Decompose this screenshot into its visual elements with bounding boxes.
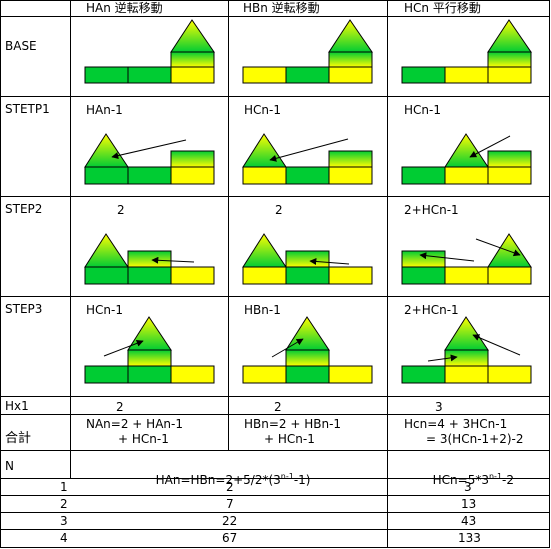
- base-col-b: [242, 19, 373, 84]
- header-col-c: HCn 平行移動: [404, 1, 481, 15]
- values-c-4: 133: [458, 531, 481, 545]
- total-a-line1: NAn=2 + HAn-1: [86, 417, 183, 431]
- total-b-line2: + HCn-1: [264, 432, 315, 446]
- step3-col-c: [401, 316, 532, 384]
- values-n-2: 2: [60, 497, 68, 511]
- values-n-3: 3: [60, 514, 68, 528]
- row-label-step1: STETP1: [5, 102, 50, 116]
- total-b-line1: HBn=2 + HBn-1: [244, 417, 342, 431]
- values-n-4: 4: [60, 531, 68, 545]
- values-c-3: 43: [461, 514, 477, 528]
- step3-col-b: [242, 316, 373, 384]
- formula-ab-prefix: HAn=HBn=2+5/2*(3: [155, 473, 281, 487]
- step2-note-c: 2+HCn-1: [404, 203, 459, 217]
- step2-col-a: [84, 233, 215, 285]
- hx1-value-c: 3: [435, 400, 443, 414]
- step1-col-c: [401, 133, 532, 185]
- header-col-b: HBn 逆転移動: [243, 1, 320, 15]
- formula-c-prefix: HCn=5*3: [432, 473, 489, 487]
- row-label-step2: STEP2: [5, 202, 43, 216]
- total-a-line2: + HCn-1: [118, 432, 169, 446]
- row-label-n: N: [5, 459, 14, 473]
- step2-col-c: [401, 233, 532, 285]
- step1-col-a: [84, 133, 215, 185]
- step1-note-a: HAn-1: [86, 103, 123, 117]
- step1-note-b: HCn-1: [244, 103, 281, 117]
- step3-note-b: HBn-1: [244, 303, 281, 317]
- values-ab-3: 22: [222, 514, 238, 528]
- base-col-a: [84, 19, 215, 84]
- formula-ab-suffix: -1): [293, 473, 311, 487]
- values-ab-1: 2: [226, 480, 234, 494]
- hx1-value-a: 2: [116, 400, 124, 414]
- hx1-value-b: 2: [274, 400, 282, 414]
- total-c-line2: = 3(HCn-1+2)-2: [426, 432, 524, 446]
- step2-note-a: 2: [117, 203, 125, 217]
- formula-c: HCn=5*3n-1-2: [425, 459, 514, 489]
- base-col-c: [401, 19, 532, 84]
- total-c-line1: Hcn=4 + 3HCn-1: [404, 417, 508, 431]
- formula-c-exponent: n-1: [488, 472, 503, 481]
- header-col-a: HAn 逆転移動: [86, 1, 163, 15]
- step1-col-b: [242, 133, 373, 185]
- step3-col-a: [84, 316, 215, 384]
- step2-col-b: [242, 233, 373, 285]
- step2-note-b: 2: [275, 203, 283, 217]
- values-n-1: 1: [60, 480, 68, 494]
- row-label-total: 合計: [5, 431, 32, 446]
- values-ab-4: 67: [222, 531, 238, 545]
- row-label-step3: STEP3: [5, 302, 43, 316]
- row-label-base: BASE: [5, 39, 37, 53]
- step1-note-c: HCn-1: [404, 103, 441, 117]
- step3-note-a: HCn-1: [86, 303, 123, 317]
- values-ab-2: 7: [226, 497, 234, 511]
- step3-note-c: 2+HCn-1: [404, 303, 459, 317]
- formula-ab: HAn=HBn=2+5/2*(3n-1-1): [148, 459, 311, 489]
- values-c-1: 3: [464, 480, 472, 494]
- row-label-hx1: Hx1: [5, 399, 29, 413]
- values-c-2: 13: [461, 497, 477, 511]
- formula-ab-exponent: n-1: [280, 472, 294, 481]
- formula-c-suffix: -2: [502, 473, 514, 487]
